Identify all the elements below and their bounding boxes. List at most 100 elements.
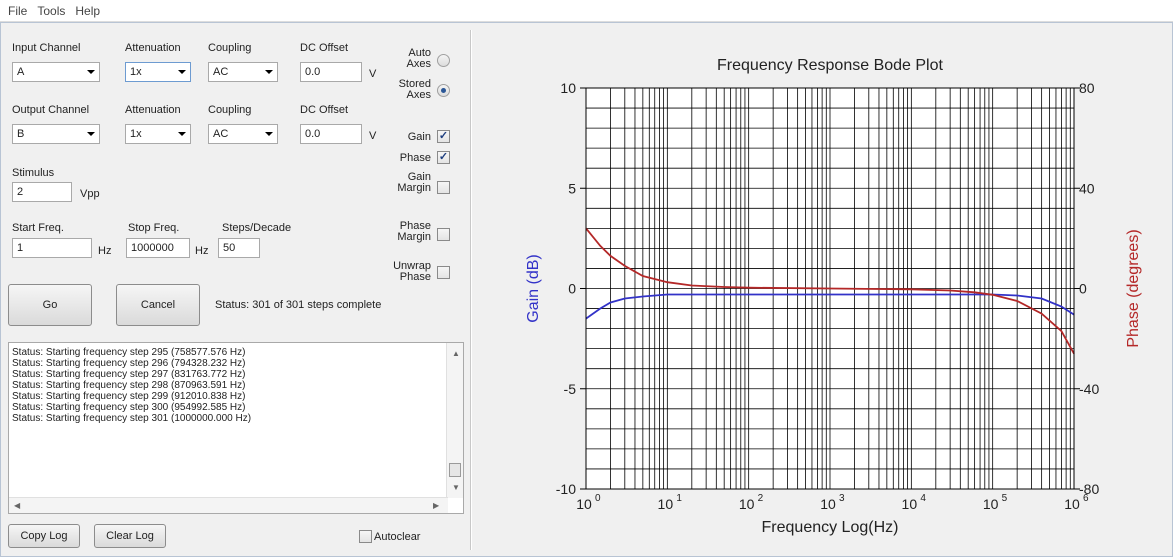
stored-axes-label-line2: Axes [406, 89, 431, 101]
output-channel-label: Output Channel [12, 104, 90, 116]
input-dc-offset-field[interactable]: 0.0 [300, 62, 362, 82]
go-button[interactable]: Go [8, 284, 92, 326]
unwrap-phase-label: Unwrap Phase [386, 261, 431, 283]
output-channel-value: B [17, 128, 25, 140]
stop-freq-label: Stop Freq. [128, 222, 180, 234]
input-attenuation-label: Attenuation [125, 42, 181, 54]
log-line: Status: Starting frequency step 295 (758… [12, 347, 246, 358]
autoclear-checkbox[interactable] [359, 530, 372, 543]
input-channel-value: A [17, 66, 25, 78]
stored-axes-radio[interactable] [437, 84, 450, 97]
output-dc-offset-field[interactable]: 0.0 [300, 124, 362, 144]
scroll-down-icon[interactable]: ▼ [452, 483, 460, 492]
log-line: Status: Starting frequency step 296 (794… [12, 358, 246, 369]
x-tick-exponent: 4 [920, 493, 926, 504]
phase-checkbox[interactable]: ✓ [437, 151, 450, 164]
y2-tick-label: -80 [1079, 481, 1099, 497]
output-channel-select[interactable]: B [12, 124, 100, 144]
y2-axis-label: Phase (degrees) [1125, 229, 1142, 347]
clear-log-button[interactable]: Clear Log [94, 524, 166, 548]
x-tick-label: 10 [576, 496, 592, 512]
cancel-button[interactable]: Cancel [116, 284, 200, 326]
start-freq-unit: Hz [98, 245, 112, 257]
steps-per-decade-field[interactable]: 50 [218, 238, 260, 258]
panel-separator [470, 30, 472, 550]
x-tick-exponent: 2 [758, 493, 764, 504]
auto-axes-label-line2: Axes [406, 58, 431, 70]
bode-plot-panel: 10 5 0 -5 -10 80 40 0 -40 -80 10 0 10 1 10 2 10 3 10 4 10 5 10… [476, 38, 1173, 553]
phase-label: Phase [399, 152, 431, 164]
y-tick-label: 10 [560, 80, 576, 96]
gain-margin-label-line2: Margin [397, 182, 431, 194]
chevron-down-icon [178, 70, 186, 74]
menu-file[interactable]: File [8, 3, 28, 18]
control-panel: Input Channel A Attenuation 1x Coupling … [8, 22, 468, 557]
input-attenuation-select[interactable]: 1x [125, 62, 191, 82]
menu-tools[interactable]: Tools [37, 3, 66, 18]
input-channel-select[interactable]: A [12, 62, 100, 82]
unwrap-phase-label-line2: Phase [399, 271, 431, 283]
chevron-down-icon [178, 132, 186, 136]
stop-freq-unit: Hz [195, 245, 209, 257]
output-attenuation-label: Attenuation [125, 104, 181, 116]
log-vertical-scrollbar[interactable]: ▲ ▼ [446, 343, 463, 498]
start-freq-label: Start Freq. [12, 222, 64, 234]
unwrap-phase-label-line1: Unwrap [393, 260, 431, 272]
output-dc-offset-label: DC Offset [300, 104, 349, 116]
x-tick-label: 10 [739, 496, 755, 512]
x-tick-exponent: 3 [839, 493, 845, 504]
stored-axes-label-line1: Stored [398, 78, 431, 90]
x-tick-label: 10 [658, 496, 674, 512]
chevron-down-icon [87, 132, 95, 136]
auto-axes-label: Auto Axes [386, 48, 431, 70]
y-tick-label: 0 [568, 281, 576, 297]
menu-bar: File Tools Help [0, 0, 1173, 22]
status-text: Status: 301 of 301 steps complete [215, 299, 382, 311]
output-attenuation-select[interactable]: 1x [125, 124, 191, 144]
phase-margin-label-line1: Phase [399, 220, 431, 232]
gain-margin-checkbox[interactable] [437, 181, 450, 194]
log-textbox[interactable]: Status: Starting frequency step 295 (758… [8, 342, 464, 514]
y-tick-label: -5 [564, 381, 577, 397]
phase-margin-checkbox[interactable] [437, 228, 450, 241]
x-tick-exponent: 6 [1083, 493, 1089, 504]
gain-series-line [585, 293, 1075, 320]
y-axis-label: Gain (dB) [525, 254, 542, 322]
input-channel-label: Input Channel [12, 42, 81, 54]
gain-checkbox[interactable]: ✓ [437, 130, 450, 143]
auto-axes-radio[interactable] [437, 54, 450, 67]
scroll-up-icon[interactable]: ▲ [452, 349, 460, 358]
x-tick-exponent: 5 [1002, 493, 1008, 504]
input-dc-offset-label: DC Offset [300, 42, 349, 54]
plot-frame [585, 87, 1075, 490]
copy-log-button[interactable]: Copy Log [8, 524, 80, 548]
stimulus-unit: Vpp [80, 188, 100, 200]
x-tick-label: 10 [820, 496, 836, 512]
log-horizontal-scrollbar[interactable]: ◀ ▶ [9, 497, 448, 513]
y2-tick-label: 40 [1079, 180, 1095, 196]
stop-freq-field[interactable]: 1000000 [126, 238, 190, 258]
scroll-left-icon[interactable]: ◀ [14, 501, 21, 510]
stimulus-label: Stimulus [12, 167, 55, 179]
input-coupling-value: AC [213, 66, 229, 78]
x-axis-label: Frequency Log(Hz) [762, 519, 899, 536]
input-dc-offset-unit: V [369, 68, 377, 80]
log-line: Status: Starting frequency step 297 (831… [12, 369, 246, 380]
stimulus-field[interactable]: 2 [12, 182, 72, 202]
x-tick-label: 10 [1064, 496, 1080, 512]
menu-help[interactable]: Help [75, 3, 101, 18]
log-line: Status: Starting frequency step 300 (954… [12, 402, 246, 413]
phase-series-line [585, 227, 1075, 355]
scroll-right-icon[interactable]: ▶ [433, 501, 440, 510]
output-attenuation-value: 1x [130, 128, 142, 140]
gain-margin-label-line1: Gain [407, 171, 431, 183]
chart-title: Frequency Response Bode Plot [717, 57, 943, 74]
y2-tick-label: 80 [1079, 80, 1095, 96]
output-coupling-select[interactable]: AC [208, 124, 278, 144]
start-freq-field[interactable]: 1 [12, 238, 92, 258]
input-coupling-select[interactable]: AC [208, 62, 278, 82]
scroll-thumb[interactable] [449, 463, 461, 477]
unwrap-phase-checkbox[interactable] [437, 266, 450, 279]
auto-axes-label-line1: Auto [408, 47, 431, 59]
